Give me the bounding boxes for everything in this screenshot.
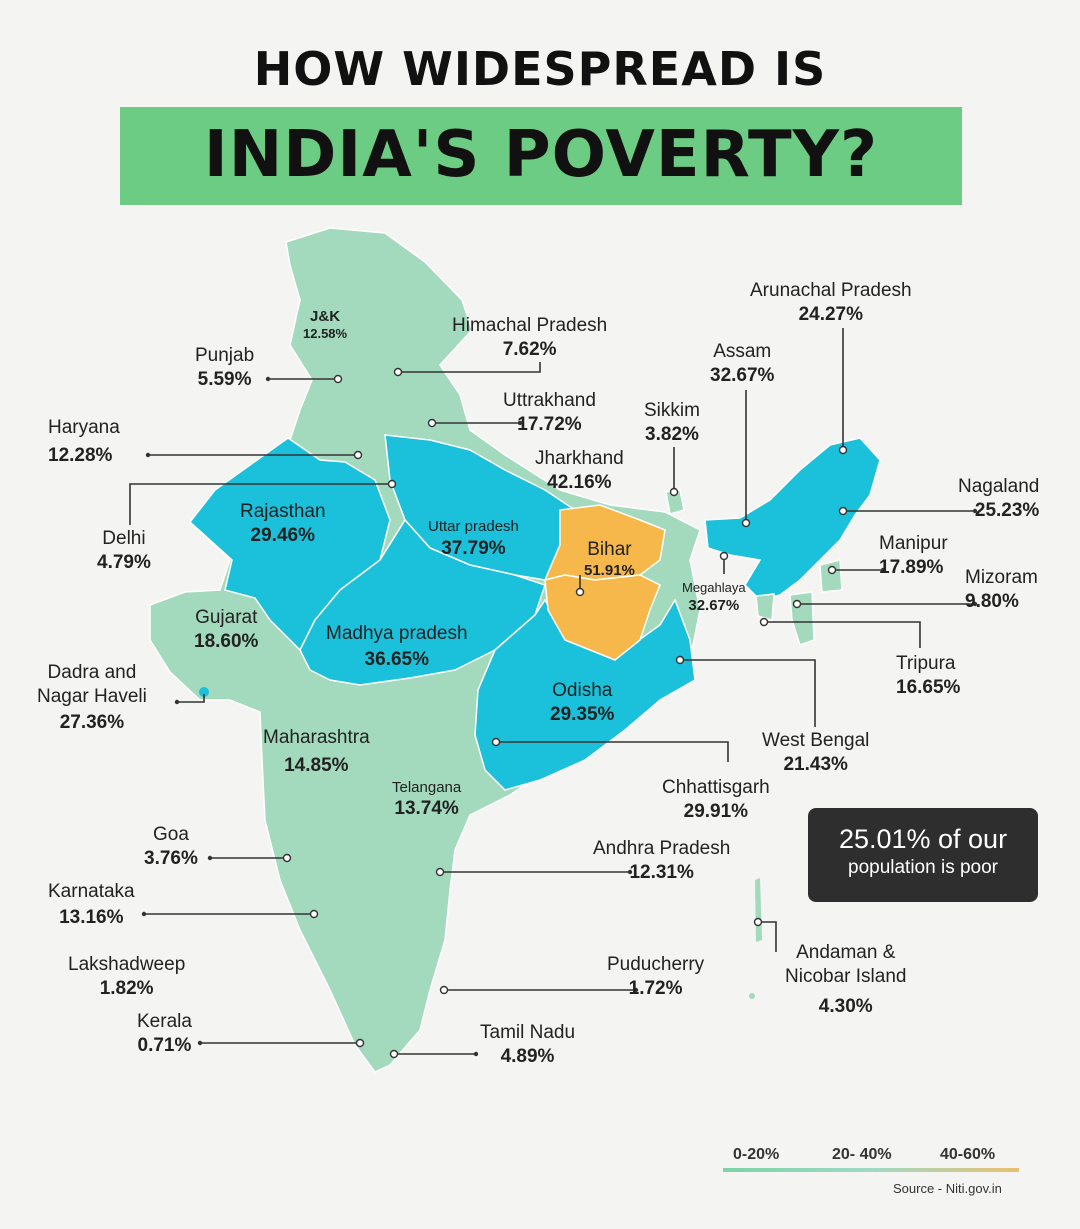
label-tamil-nadu: Tamil Nadu 4.89% bbox=[480, 1022, 576, 1067]
title-line-2: INDIA'S POVERTY? bbox=[203, 118, 879, 192]
label-puducherry: Puducherry 1.72% bbox=[607, 954, 705, 999]
label-punjab: Punjab 5.59% bbox=[195, 345, 255, 390]
map-dadra bbox=[199, 687, 209, 697]
leader-lines bbox=[129, 328, 975, 1055]
label-kerala: Kerala 0.71% bbox=[137, 1011, 192, 1056]
label-haryana: Haryana 12.28% bbox=[48, 417, 120, 466]
label-madhya-pradesh: Madhya pradesh 36.65% bbox=[326, 623, 468, 670]
label-uttrakhand: Uttrakhand 17.72% bbox=[503, 390, 596, 435]
label-andaman: Andaman & Nicobar Island 4.30% bbox=[785, 942, 907, 1017]
label-sikkim: Sikkim 3.82% bbox=[644, 400, 700, 445]
legend-low: 0-20% bbox=[733, 1146, 780, 1163]
label-nagaland: Nagaland 25.23% bbox=[958, 476, 1040, 521]
title-band bbox=[120, 107, 962, 205]
map-nicobar bbox=[749, 993, 755, 999]
label-andhra: Andhra Pradesh 12.31% bbox=[593, 838, 731, 883]
source-credit: Source - Niti.gov.in bbox=[893, 1181, 1002, 1196]
label-mizoram: Mizoram 9.80% bbox=[965, 567, 1038, 612]
label-telangana: Telangana 13.74% bbox=[392, 779, 462, 819]
legend-mid: 20- 40% bbox=[832, 1146, 892, 1163]
label-uttar-pradesh: Uttar pradesh 37.79% bbox=[428, 518, 519, 559]
label-chhattisgarh: Chhattisgarh 29.91% bbox=[662, 777, 770, 822]
label-lakshadweep: Lakshadweep 1.82% bbox=[68, 954, 186, 999]
legend-high: 40-60% bbox=[940, 1146, 996, 1163]
label-west-bengal: West Bengal 21.43% bbox=[762, 730, 870, 775]
map-manipur bbox=[819, 559, 843, 593]
label-assam: Assam 32.67% bbox=[710, 341, 775, 386]
label-rajasthan: Rajasthan 29.46% bbox=[240, 501, 326, 546]
label-jharkhand: Jharkhand 42.16% bbox=[535, 448, 624, 493]
map-mizoram bbox=[789, 591, 815, 646]
label-dadra: Dadra and Nagar Haveli 27.36% bbox=[37, 662, 147, 733]
label-gujarat: Gujarat 18.60% bbox=[194, 607, 259, 652]
legend-bar bbox=[723, 1168, 1019, 1172]
leader-dots bbox=[282, 367, 848, 1059]
label-jk: J&K 12.58% bbox=[303, 308, 348, 341]
label-odisha: Odisha 29.35% bbox=[550, 680, 615, 725]
label-himachal: Himachal Pradesh 7.62% bbox=[452, 315, 608, 360]
leader-ends bbox=[141, 376, 978, 1057]
label-delhi: Delhi 4.79% bbox=[97, 528, 151, 573]
map-jharkhand bbox=[544, 574, 661, 661]
map-andaman bbox=[755, 878, 762, 942]
title-line-1: HOW WIDESPREAD IS bbox=[253, 42, 827, 96]
label-karnataka: Karnataka 13.16% bbox=[48, 881, 135, 928]
label-tripura: Tripura 16.65% bbox=[896, 653, 961, 698]
label-goa: Goa 3.76% bbox=[144, 824, 198, 869]
label-manipur: Manipur 17.89% bbox=[879, 533, 948, 578]
label-maharashtra: Maharashtra 14.85% bbox=[263, 727, 370, 776]
label-bihar: Bihar 51.91% bbox=[584, 539, 635, 579]
map-northeast bbox=[704, 437, 881, 601]
map-tripura bbox=[755, 593, 775, 621]
label-arunachal: Arunachal Pradesh 24.27% bbox=[750, 280, 912, 325]
summary-callout: 25.01% of our population is poor bbox=[808, 808, 1038, 902]
label-megahlaya: Megahlaya 32.67% bbox=[682, 580, 746, 614]
